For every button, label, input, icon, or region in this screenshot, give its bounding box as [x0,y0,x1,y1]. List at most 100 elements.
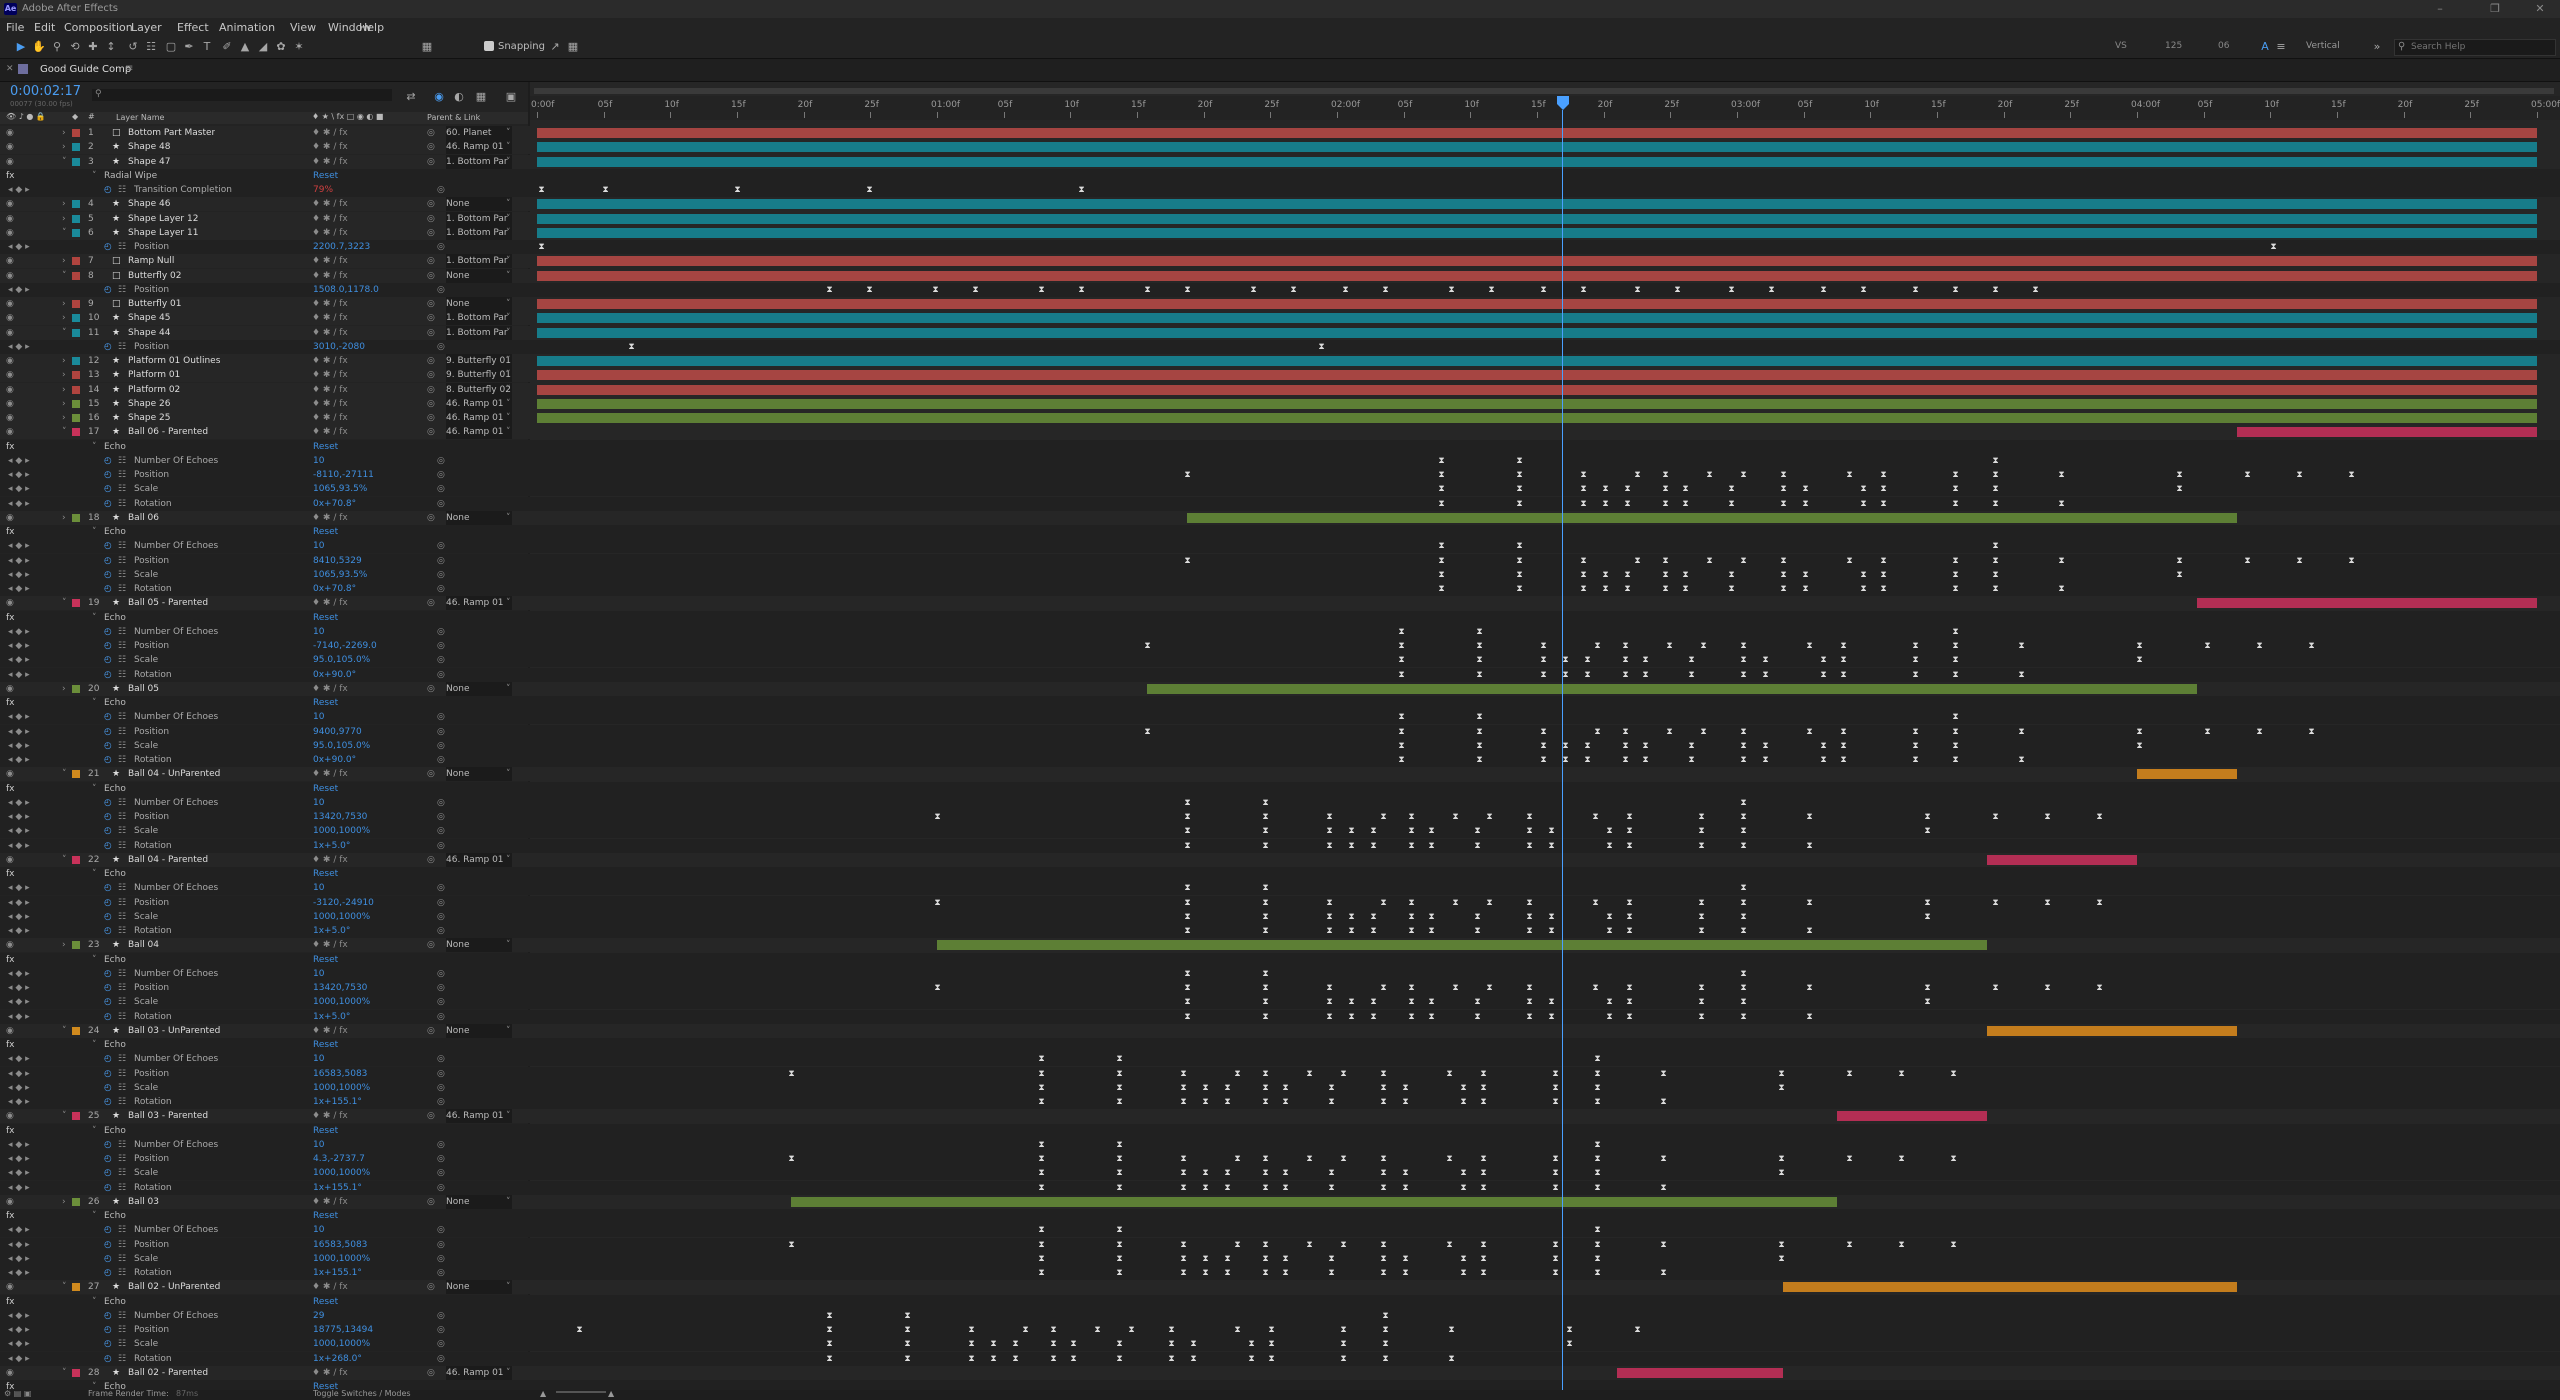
property-value[interactable]: 10 [313,712,325,723]
layer-row[interactable]: ◉ ˅ 3 ★ Shape 47 ♦ ✱ / fx ◎ 1. Bottom Par ˅ [0,154,2560,169]
keyframe[interactable]: ⧗ [1446,1239,1453,1250]
stopwatch-icon[interactable]: ◴ [104,755,112,765]
layer-name[interactable]: Shape Layer 12 [128,213,199,224]
zoom-tool-icon[interactable]: ⚲ [52,40,62,53]
keyframe[interactable]: ⧗ [1740,669,1747,680]
stopwatch-icon[interactable]: ◴ [104,1097,112,1107]
property-value[interactable]: 1000,1000% [313,1168,371,1179]
stopwatch-icon[interactable]: ◴ [104,669,112,680]
zoom-out-icon[interactable]: ▲ [540,1389,547,1398]
keyframe[interactable]: ⧗ [1580,470,1587,480]
eye-icon[interactable]: ◉ [6,313,14,324]
graph-icon[interactable]: ☷ [118,641,127,651]
layer-duration-bar[interactable] [1187,512,2237,523]
keyframe[interactable]: ⧗ [1380,1068,1387,1079]
keyframe[interactable]: ⧗ [1370,1011,1377,1022]
keyframe[interactable]: ⧗ [1682,569,1689,580]
expression-link-icon[interactable]: ◎ [437,1068,445,1079]
paragraph-icon[interactable]: ≡ [2276,40,2286,53]
property-row[interactable]: ◂ ◆ ▸ ◴ ☷ Position 1508.0,1178.0 ◎ ⧗ ⧗ ⧗ ⧗ ⧗ ⧗ ⧗ ⧗ ⧗ ⧗ ⧗… [0,282,2560,297]
keyframe[interactable]: ⧗ [934,812,941,822]
keyframe[interactable]: ⧗ [1038,1225,1045,1236]
parent-dropdown[interactable]: None [446,197,512,212]
expand-arrow-icon[interactable]: › [62,512,66,523]
keyframe[interactable]: ⧗ [1370,997,1377,1008]
keyframe[interactable]: ⧗ [1180,1082,1187,1093]
workspace-vertical[interactable]: Vertical [2306,41,2340,51]
property-value[interactable]: 0x+70.8° [313,584,357,594]
layer-duration-bar[interactable] [537,156,2537,167]
keyframe[interactable]: ⧗ [1880,584,1887,594]
keyframe[interactable]: ⧗ [1526,812,1533,822]
keyframe[interactable]: ⧗ [1898,1239,1905,1250]
keyframe[interactable]: ⧗ [1924,997,1931,1008]
expression-link-icon[interactable]: ◎ [437,1154,445,1164]
expand-arrow-icon[interactable]: ˅ [62,427,67,438]
keyframe[interactable]: ⧗ [1552,1154,1559,1164]
layer-name[interactable]: Ramp Null [128,256,175,267]
zoom-in-icon[interactable]: ▲ [608,1389,615,1398]
graph-icon[interactable]: ☷ [118,812,127,822]
puppet-tool-icon[interactable]: ✶ [294,40,304,53]
keyframe[interactable]: ⧗ [1282,1253,1289,1264]
stopwatch-icon[interactable]: ◴ [104,655,112,666]
keyframe[interactable]: ⧗ [1626,911,1633,922]
expression-link-icon[interactable]: ◎ [437,498,445,509]
menu-animation[interactable]: Animation [219,21,276,34]
expand-arrow-icon[interactable]: ˅ [62,1367,67,1378]
keyframe[interactable]: ⧗ [2348,555,2355,566]
expand-arrow-icon[interactable]: › [62,398,66,409]
keyframe[interactable]: ⧗ [1516,541,1523,552]
fx-badge[interactable]: fx [6,1125,15,1136]
keyframe-nav-icon[interactable]: ◂ ◆ ▸ [8,455,30,466]
stopwatch-icon[interactable]: ◴ [104,1054,112,1065]
keyframe[interactable]: ⧗ [1480,1268,1487,1278]
keyframe[interactable]: ⧗ [2244,470,2251,480]
keyframe[interactable]: ⧗ [826,1353,833,1364]
stopwatch-icon[interactable]: ◴ [104,484,112,495]
parent-dropdown[interactable]: 46. Ramp 01 [446,596,512,611]
property-row[interactable]: ◂ ◆ ▸ ◴ ☷ Position 16583,5083 ◎ ⧗ ⧗ ⧗ ⧗ ⧗ ⧗ ⧗ ⧗ ⧗ ⧗ ⧗ ⧗ ⧗ ⧗… [0,1066,2560,1081]
expand-arrow-icon[interactable]: ˅ [92,1040,97,1050]
keyframe[interactable]: ⧗ [2018,755,2025,765]
parent-dropdown[interactable]: None [446,268,512,283]
chevron-down-icon[interactable]: ˅ [506,398,511,409]
keyframe-nav-icon[interactable]: ◂ ◆ ▸ [8,1068,30,1079]
layer-duration-bar[interactable] [537,413,2537,423]
property-row[interactable]: ◂ ◆ ▸ ◴ ☷ Scale 95.0,105.0% ◎ ⧗ ⧗ ⧗ ⧗ ⧗ ⧗ ⧗ ⧗ ⧗ ⧗ ⧗ ⧗ ⧗ ⧗ ⧗ [0,653,2560,668]
keyframe[interactable]: ⧗ [1262,797,1269,808]
layer-duration-bar[interactable] [537,370,2537,381]
keyframe[interactable]: ⧗ [1594,1154,1601,1164]
keyframe[interactable]: ⧗ [1728,584,1735,594]
property-row[interactable]: ◂ ◆ ▸ ◴ ☷ Number Of Echoes 10 ◎ ⧗ ⧗ ⧗ [0,795,2560,810]
keyframe-nav-icon[interactable]: ◂ ◆ ▸ [8,712,30,723]
expand-arrow-icon[interactable]: ˅ [62,1282,67,1293]
keyframe[interactable]: ⧗ [1380,1154,1387,1164]
keyframe[interactable]: ⧗ [1840,726,1847,737]
keyframe[interactable]: ⧗ [1762,740,1769,751]
keyframe[interactable]: ⧗ [1622,641,1629,651]
keyframe[interactable]: ⧗ [1820,740,1827,751]
keyframe[interactable]: ⧗ [1952,470,1959,480]
keyframe[interactable]: ⧗ [1594,1068,1601,1079]
keyframe-nav-icon[interactable]: ◂ ◆ ▸ [8,983,30,993]
keyframe[interactable]: ⧗ [1474,826,1481,837]
keyframe[interactable]: ⧗ [990,1353,997,1364]
keyframe[interactable]: ⧗ [1408,1011,1415,1022]
keyframe[interactable]: ⧗ [1438,455,1445,466]
property-value[interactable]: 95.0,105.0% [313,655,371,666]
stopwatch-icon[interactable]: ◴ [104,185,112,195]
expression-link-icon[interactable]: ◎ [437,341,445,352]
clone-stamp-tool-icon[interactable]: ▲ [240,40,250,53]
property-value[interactable]: 0x+70.8° [313,498,357,509]
keyframe[interactable]: ⧗ [1778,1154,1785,1164]
layer-switches[interactable]: ♦ ✱ / fx [312,1196,348,1207]
keyframe-nav-icon[interactable]: ◂ ◆ ▸ [8,470,30,480]
eye-icon[interactable]: ◉ [6,384,14,395]
stopwatch-icon[interactable]: ◴ [104,1011,112,1022]
layer-switches[interactable]: ♦ ✱ / fx [312,156,348,167]
keyframe[interactable]: ⧗ [2032,284,2039,295]
keyframe[interactable]: ⧗ [1234,1068,1241,1079]
keyframe[interactable]: ⧗ [1116,1353,1123,1364]
property-row[interactable]: ◂ ◆ ▸ ◴ ☷ Position 18775,13494 ◎ ⧗ ⧗ ⧗ ⧗ ⧗ ⧗ ⧗ ⧗ ⧗ ⧗ ⧗ ⧗ ⧗… [0,1323,2560,1337]
